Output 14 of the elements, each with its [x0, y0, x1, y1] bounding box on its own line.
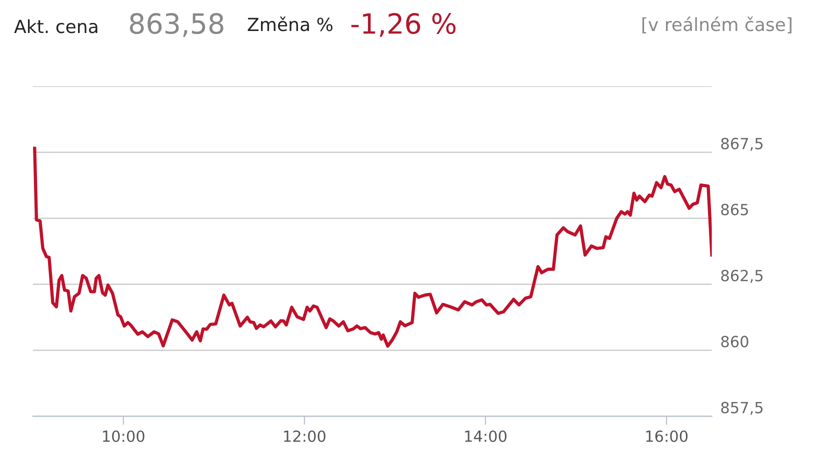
y-tick-label: 857,5: [721, 402, 763, 415]
x-tick-label: 16:00: [646, 430, 688, 442]
y-tick-label: 865: [721, 204, 748, 216]
chart-title: Akt. cena: [14, 19, 98, 34]
text: Změna %: [248, 16, 332, 32]
text: -1,26 %: [351, 13, 456, 37]
x-tick-label: 10:00: [103, 430, 144, 442]
y-tick-label: 860: [721, 336, 748, 348]
x-tick-label: 14:00: [465, 430, 506, 442]
y-tick-label: 867,5: [721, 138, 763, 151]
x-tick-label: 12:00: [284, 430, 326, 442]
y-tick-label: 862,5: [721, 270, 763, 283]
text: 863,58: [130, 13, 224, 37]
text: [v reálném čase]: [642, 16, 792, 34]
